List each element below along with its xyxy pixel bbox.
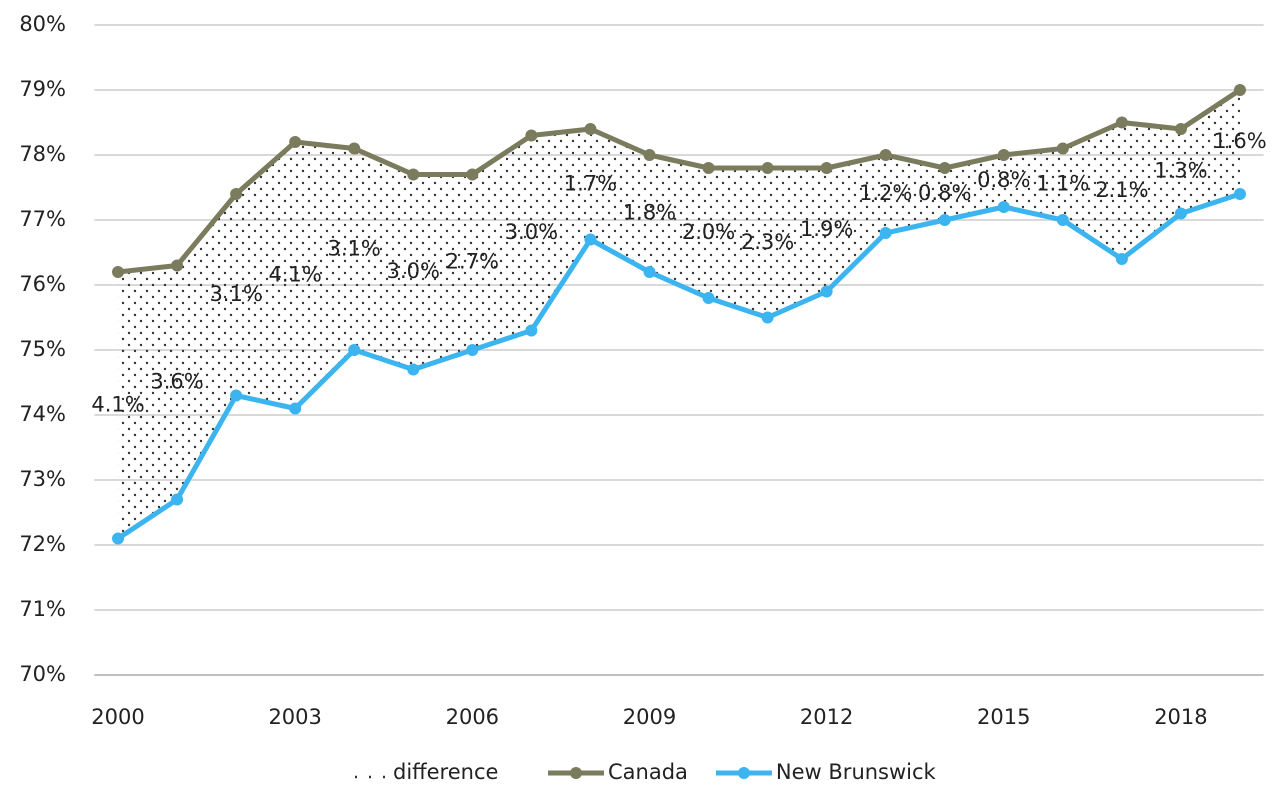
data-label: 4.1% (91, 392, 144, 416)
point (820, 285, 833, 298)
y-tick-label: 70% (19, 662, 66, 686)
data-label: 0.8% (977, 168, 1030, 192)
point (997, 201, 1010, 213)
point (879, 227, 892, 239)
x-tick-label: 2000 (91, 705, 144, 729)
point (1056, 142, 1069, 155)
x-tick-label: 2009 (623, 705, 676, 729)
point (466, 344, 479, 356)
point (230, 188, 243, 200)
y-tick-label: 79% (19, 77, 66, 101)
y-tick-label: 74% (19, 402, 66, 426)
y-tick-label: 72% (19, 532, 66, 556)
point (1233, 188, 1246, 200)
data-label: 2.7% (446, 249, 499, 273)
point (230, 389, 243, 402)
legend-label: difference (393, 760, 498, 784)
data-label: 2.1% (1095, 178, 1148, 202)
series-line (116, 191, 1241, 541)
point (1056, 214, 1069, 226)
data-label: 2.0% (682, 220, 735, 244)
x-tick-label: 2003 (268, 705, 321, 729)
point (407, 168, 420, 181)
point (466, 168, 479, 181)
data-label: 3.6% (150, 370, 203, 394)
point (289, 402, 302, 415)
x-tick-label: 2012 (800, 705, 853, 729)
data-label: 0.8% (918, 181, 971, 205)
data-label: 1.2% (859, 181, 912, 205)
point (643, 149, 656, 161)
y-tick-label: 77% (19, 207, 66, 231)
point (171, 493, 184, 506)
legend-swatch (737, 767, 750, 779)
point (1174, 207, 1187, 220)
x-tick-label: 2006 (446, 705, 499, 729)
point (584, 233, 597, 246)
data-label: 1.1% (1036, 171, 1089, 195)
legend-swatch (570, 767, 582, 779)
data-label: 3.0% (505, 220, 558, 244)
point (584, 123, 597, 135)
data-label: 1.9% (800, 217, 853, 241)
point (761, 162, 774, 174)
data-label: 1.7% (564, 171, 617, 195)
legend-label: Canada (608, 760, 688, 784)
point (112, 266, 125, 278)
point (171, 259, 184, 272)
data-label: 3.0% (387, 259, 440, 283)
point (761, 311, 774, 324)
point (348, 344, 361, 356)
data-label: 1.3% (1154, 158, 1207, 182)
point (1115, 116, 1128, 129)
point (525, 324, 538, 337)
x-tick-label: 2015 (977, 705, 1030, 729)
legend-label: New Brunswick (776, 760, 937, 784)
data-label: 3.1% (209, 282, 262, 306)
point (1233, 84, 1246, 96)
point (348, 142, 361, 155)
point (1174, 123, 1187, 135)
point (289, 136, 302, 148)
point (938, 162, 951, 174)
x-tick-label: 2018 (1154, 705, 1207, 729)
point (525, 129, 538, 142)
y-tick-label: 78% (19, 142, 66, 166)
point (407, 363, 420, 376)
point (702, 162, 715, 174)
point (997, 149, 1010, 161)
y-tick-label: 76% (19, 272, 66, 296)
difference-area (118, 90, 1240, 539)
point (879, 149, 892, 161)
data-label: 1.8% (623, 201, 676, 225)
y-tick-label: 73% (19, 467, 66, 491)
point (1115, 253, 1128, 265)
data-label: 4.1% (268, 262, 321, 286)
series-line (117, 87, 1242, 275)
point (938, 214, 951, 226)
point (112, 532, 125, 545)
y-tick-label: 75% (19, 337, 66, 361)
point (820, 162, 833, 174)
data-label: 1.6% (1213, 129, 1266, 153)
point (702, 292, 715, 304)
y-tick-label: 71% (19, 597, 66, 621)
data-label: 2.3% (741, 230, 794, 254)
point (643, 266, 656, 278)
data-label: 3.1% (328, 236, 381, 260)
y-tick-label: 80% (19, 12, 66, 36)
